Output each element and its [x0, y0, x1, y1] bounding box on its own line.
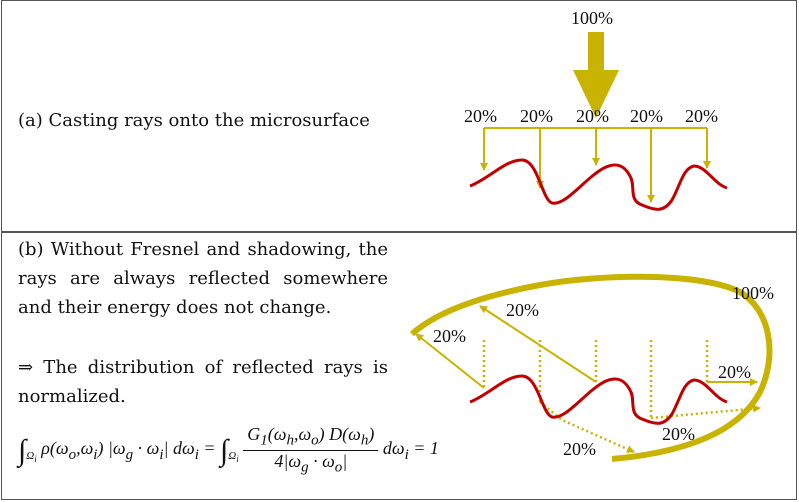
rays-a: [480, 128, 711, 203]
microsurface-a: [469, 158, 728, 211]
panel-b: (b) Without Fresnel and shadowing, the r…: [1, 232, 797, 500]
reflected-label: 20%: [433, 326, 466, 346]
reflected-label: 20%: [718, 362, 751, 382]
ray-label: 20%: [630, 106, 663, 126]
reflected-label: 20%: [563, 439, 596, 459]
reflected-label: 20%: [506, 300, 539, 320]
ray-labels-a: 20% 20% 20% 20% 20%: [464, 106, 718, 126]
ray-label: 20%: [520, 106, 553, 126]
reflected-rays-b: [415, 305, 758, 389]
ray-label: 20%: [576, 106, 609, 126]
panel-a-caption: (a) Casting rays onto the microsurface: [18, 110, 370, 131]
reflected-labels: 20% 20% 20% 20% 20%: [433, 300, 751, 459]
incoming-arrow: [573, 32, 619, 118]
panel-b-caption-1: (b) Without Fresnel and shadowing, the r…: [18, 239, 388, 318]
ray-label: 20%: [464, 106, 497, 126]
panel-a: (a) Casting rays onto the microsurface: [1, 0, 797, 232]
reflected-label: 20%: [662, 424, 695, 444]
microsurface-b: [469, 374, 728, 425]
incoming-label: 100%: [571, 8, 613, 28]
reflection-lobe: [409, 273, 773, 462]
normalization-equation: ∫Ωi ρ(ωo,ωi) |ωg · ωi| dωi = ∫Ωi G1(ωh,ω…: [18, 424, 439, 476]
panel-b-caption-2: ⇒ The distribution of reflected rays is …: [18, 357, 388, 407]
total-label: 100%: [732, 283, 774, 303]
dotted-reflected-rays: [539, 401, 761, 454]
incoming-rays-b: [482, 340, 709, 418]
ray-label: 20%: [685, 106, 718, 126]
